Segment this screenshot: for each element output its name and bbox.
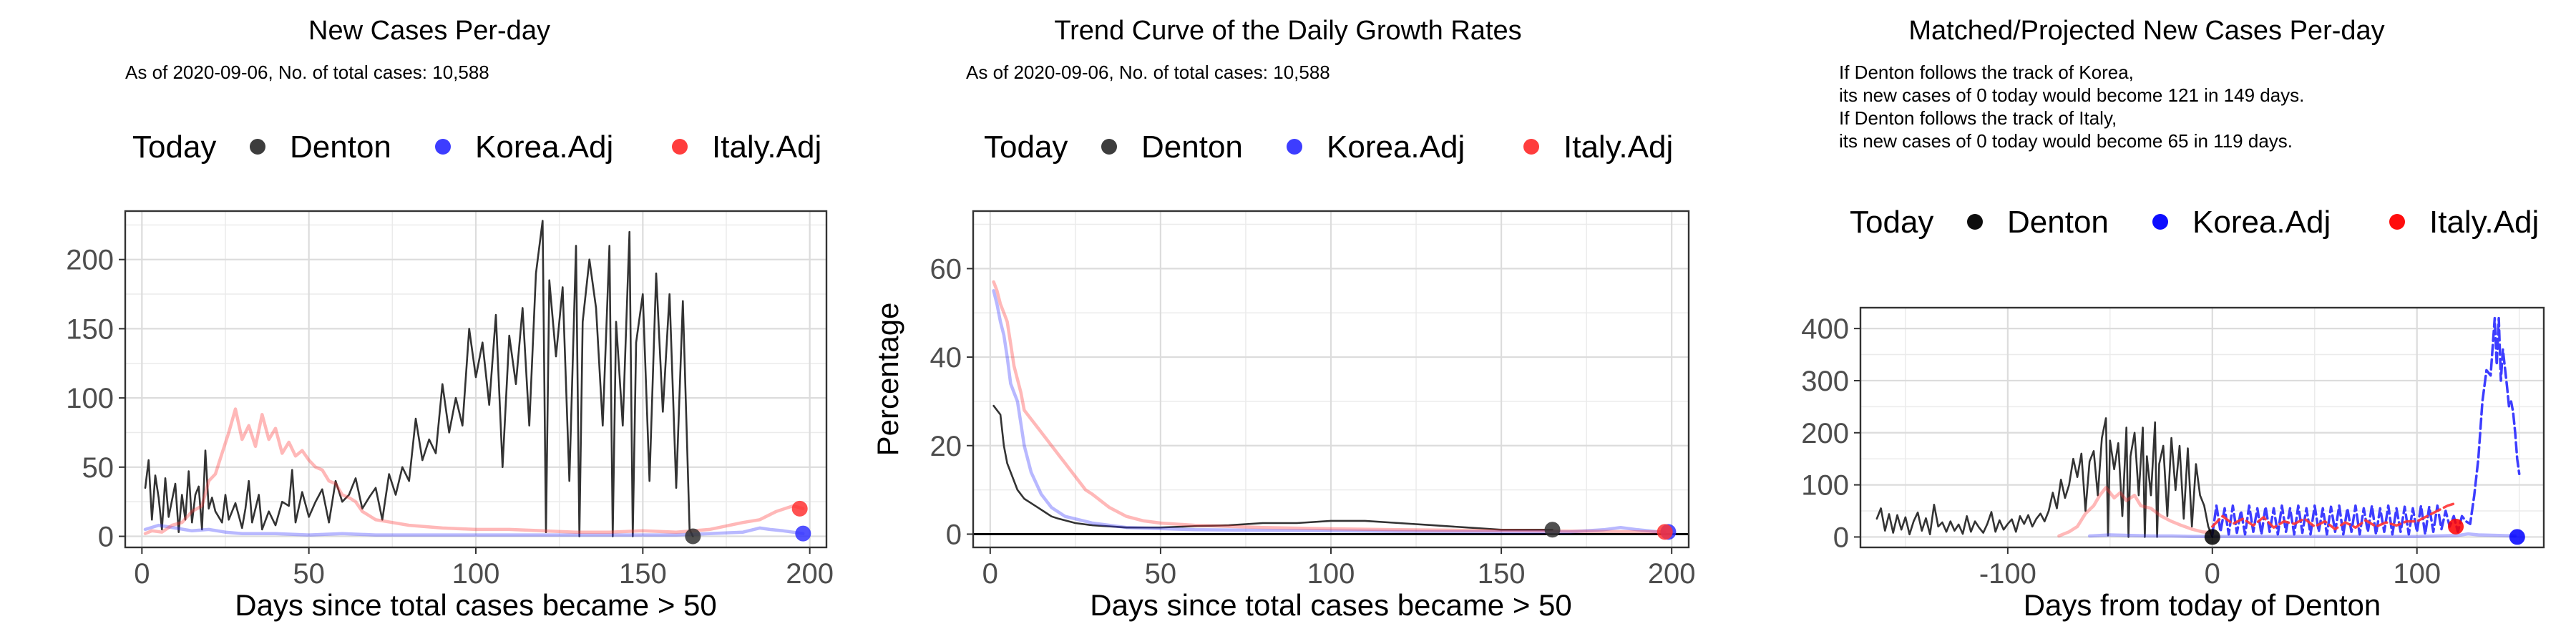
plot-border [1859, 306, 2545, 549]
chart-title: New Cases Per-day [308, 16, 550, 46]
y-tick-label: 0 [98, 522, 114, 553]
x-axis-title: Days since total cases became > 50 [235, 588, 717, 622]
x-axis-title: Days since total cases became > 50 [1090, 588, 1572, 622]
y-tick-label: 200 [1801, 418, 1849, 449]
plot-border [124, 210, 828, 549]
plot-grid [125, 211, 826, 547]
series-line-korea-adj [992, 289, 1667, 535]
series-line-korea-adj-projected [2211, 316, 2521, 536]
x-tick-label: 50 [293, 558, 325, 590]
series-line-denton [1875, 417, 2214, 538]
series-group [143, 220, 805, 537]
legend-label: Denton [2007, 205, 2109, 240]
legend-key-korea-adj [1287, 139, 1302, 155]
legend-key-denton [1967, 214, 1983, 230]
chart-subtitle-line: If Denton follows the track of Korea, [1839, 62, 2134, 83]
legend-label: Denton [290, 130, 391, 165]
chart-title: Matched/Projected New Cases Per-day [1908, 16, 2384, 46]
series-line-denton [992, 404, 1553, 531]
legend-label: Denton [1141, 130, 1243, 165]
x-tick-label: 100 [452, 558, 500, 590]
x-tick-label: 150 [1478, 558, 1526, 590]
y-tick-label: 300 [1801, 366, 1849, 397]
today-point-italy-adj [791, 500, 808, 517]
y-tick-label: 400 [1801, 313, 1849, 345]
y-tick-label: 60 [930, 253, 962, 285]
x-tick-label: 50 [1145, 558, 1177, 590]
chart-legend: Today Denton Korea.Adj Italy.Adj [984, 130, 1673, 165]
chart-growth-rates-svg: Trend Curve of the Daily Growth Rates As … [871, 16, 1696, 622]
chart-subtitle-line: As of 2020-09-06, No. of total cases: 10… [966, 62, 1330, 83]
chart-new-cases-svg: New Cases Per-day As of 2020-09-06, No. o… [66, 16, 834, 622]
x-tick-label: 200 [1648, 558, 1696, 590]
today-point-denton [685, 528, 701, 545]
chart-subtitle-line: As of 2020-09-06, No. of total cases: 10… [125, 62, 489, 83]
x-tick-label: 0 [2205, 558, 2220, 590]
chart-panel-growth-rates: Trend Curve of the Daily Growth Rates As … [859, 0, 1717, 644]
x-tick-label: 150 [619, 558, 667, 590]
series-line-korea-adj [143, 523, 805, 537]
today-point-denton [2204, 529, 2220, 545]
legend-key-italy-adj [1523, 139, 1539, 155]
series-line-italy-adj [992, 280, 1667, 534]
today-point-italy-adj [2448, 518, 2464, 535]
x-tick-label: -100 [1979, 558, 2036, 590]
y-tick-label: 20 [930, 431, 962, 462]
legend-label: Italy.Adj [1563, 130, 1673, 165]
x-tick-label: 100 [2393, 558, 2441, 590]
chart-projected-svg: Matched/Projected New Cases Per-day If De… [1801, 16, 2545, 622]
legend-title: Today [132, 130, 216, 165]
legend-key-italy-adj [2389, 214, 2405, 230]
legend-label: Italy.Adj [2429, 205, 2539, 240]
x-tick-label: 0 [134, 558, 150, 590]
series-line-korea-adj [2087, 532, 2517, 538]
plot-grid [973, 211, 1689, 547]
legend-key-italy-adj [672, 139, 688, 155]
chart-subtitle-line: If Denton follows the track of Italy, [1839, 107, 2117, 129]
chart-title: Trend Curve of the Daily Growth Rates [1054, 16, 1521, 46]
series-group [992, 280, 1667, 535]
y-tick-label: 0 [1833, 522, 1849, 553]
legend-label: Korea.Adj [2192, 205, 2331, 240]
y-tick-label: 40 [930, 342, 962, 374]
legend-title: Today [984, 130, 1068, 165]
legend-key-korea-adj [435, 139, 451, 155]
chart-subtitle-line: its new cases of 0 today would become 65… [1839, 130, 2293, 152]
chart-panel-new-cases: New Cases Per-day As of 2020-09-06, No. o… [0, 0, 859, 644]
plot-border [972, 210, 1690, 549]
series-line-italy-adj [143, 407, 805, 535]
today-point-denton [1544, 522, 1561, 538]
chart-legend: Today Denton Korea.Adj Italy.Adj [1850, 205, 2539, 240]
series-line-denton [144, 220, 694, 537]
y-axis-title: Percentage [871, 303, 904, 457]
chart-panel-projected: Matched/Projected New Cases Per-day If De… [1717, 0, 2576, 644]
today-point-italy-adj [1657, 524, 1673, 540]
y-tick-label: 50 [82, 452, 114, 484]
x-tick-label: 100 [1307, 558, 1355, 590]
legend-key-korea-adj [2152, 214, 2168, 230]
chart-subtitle-line: its new cases of 0 today would become 12… [1839, 84, 2304, 106]
y-tick-label: 100 [66, 383, 114, 414]
legend-label: Korea.Adj [475, 130, 613, 165]
legend-key-denton [250, 139, 265, 155]
legend-title: Today [1850, 205, 1933, 240]
today-point-korea-adj [2509, 529, 2525, 545]
x-axis-title: Days from today of Denton [2024, 588, 2381, 622]
chart-legend: Today Denton Korea.Adj Italy.Adj [132, 130, 821, 165]
y-tick-label: 100 [1801, 470, 1849, 502]
y-tick-label: 150 [66, 313, 114, 345]
series-group [1875, 316, 2521, 538]
series-line-italy-adj [2057, 486, 2215, 538]
y-tick-label: 200 [66, 245, 114, 276]
x-tick-label: 200 [786, 558, 834, 590]
legend-label: Italy.Adj [712, 130, 821, 165]
legend-key-denton [1101, 139, 1117, 155]
series-line-italy-adj-projected [2211, 502, 2457, 531]
today-point-korea-adj [795, 525, 811, 542]
legend-label: Korea.Adj [1327, 130, 1465, 165]
x-tick-label: 0 [982, 558, 998, 590]
y-tick-label: 0 [946, 519, 962, 550]
